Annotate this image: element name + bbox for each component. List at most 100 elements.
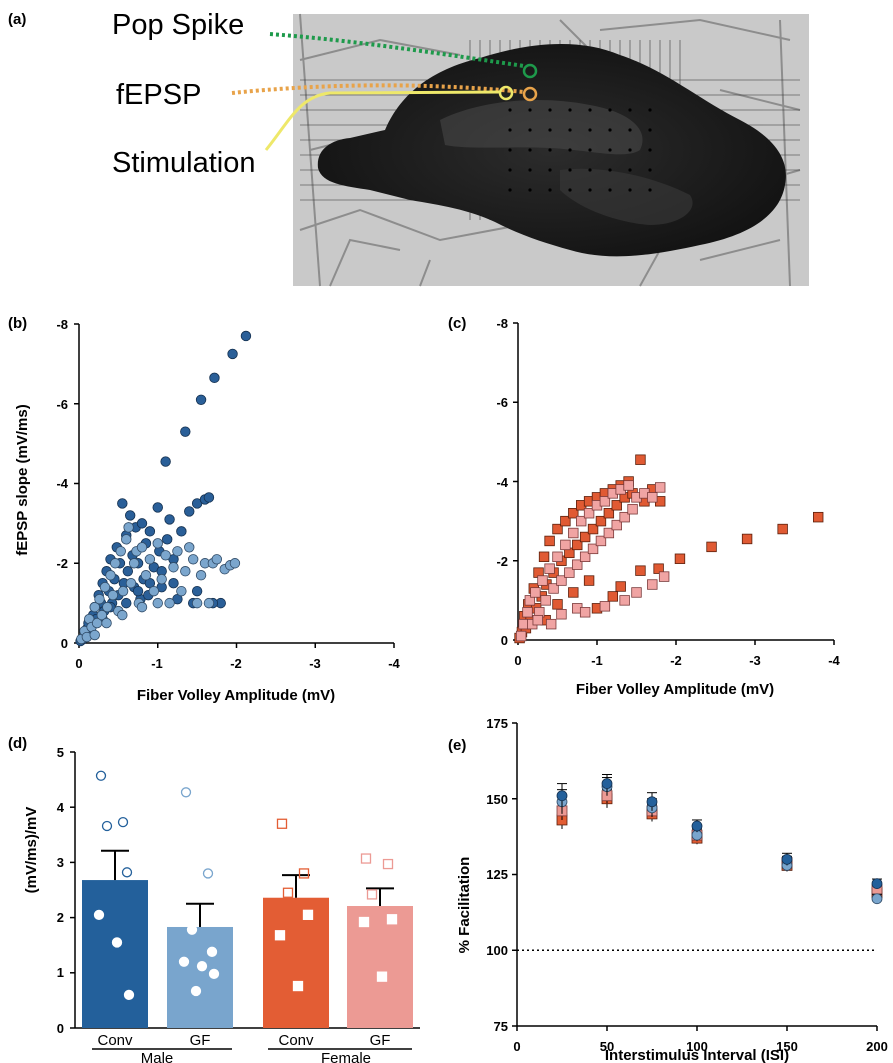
data-point: [117, 498, 128, 509]
data-point: [178, 956, 190, 967]
c-axes: [513, 322, 835, 645]
data-point: [89, 629, 100, 641]
b-x-tick: -4: [388, 656, 400, 671]
data-point: [208, 968, 220, 980]
bar: [82, 880, 148, 1028]
b-y-axis-label: fEPSP slope (mV/ms): [14, 404, 31, 555]
data-point: [110, 558, 121, 569]
data-point: [136, 518, 148, 529]
e-x-tick: 0: [513, 1039, 520, 1054]
data-point: [601, 778, 613, 789]
data-point: [568, 507, 579, 519]
data-point: [196, 961, 208, 972]
e-x-tick: 100: [686, 1039, 708, 1054]
b-x-axis-label: Fiber Volley Amplitude (mV): [137, 687, 335, 704]
b-x-tick: -1: [151, 656, 163, 671]
data-point: [538, 551, 550, 562]
data-point: [227, 348, 238, 360]
data-point: [603, 527, 615, 539]
data-point: [540, 595, 551, 606]
data-point: [646, 796, 658, 808]
data-point: [647, 579, 658, 590]
bar: [263, 897, 329, 1028]
c-data-points: [514, 454, 824, 644]
label-stimulation: Stimulation: [112, 147, 255, 179]
data-point: [125, 577, 137, 589]
data-point: [871, 878, 883, 889]
data-point: [292, 980, 304, 992]
data-point: [599, 601, 611, 612]
data-point: [136, 542, 148, 553]
c-y-ticks: 0 -2 -4 -6 -8: [496, 316, 508, 648]
data-point: [691, 820, 703, 832]
data-point: [180, 787, 192, 798]
d-y-tick: 1: [57, 965, 64, 980]
data-point: [128, 558, 140, 569]
data-point: [706, 541, 717, 553]
data-point: [871, 893, 883, 905]
data-point: [655, 482, 666, 493]
data-point: [160, 550, 171, 561]
data-point: [274, 930, 286, 941]
data-point: [195, 570, 207, 581]
data-point: [741, 533, 753, 545]
d-category-label: Conv: [278, 1032, 314, 1049]
data-point: [635, 454, 646, 465]
data-point: [544, 563, 555, 574]
panel-label-b: (b): [8, 315, 27, 332]
data-point: [184, 542, 195, 553]
data-point: [572, 559, 583, 570]
d-category-label: GF: [370, 1032, 391, 1049]
label-fepsp: fEPSP: [116, 79, 201, 111]
e-x-tick: 50: [600, 1039, 614, 1054]
data-point: [532, 614, 543, 626]
data-point: [148, 585, 160, 597]
data-point: [93, 909, 105, 920]
b-y-tick: -8: [56, 317, 68, 332]
label-pop-spike: Pop Spike: [112, 9, 244, 41]
d-y-tick: 3: [57, 855, 64, 870]
e-y-tick: 125: [486, 867, 508, 882]
d-y-tick: 4: [57, 800, 65, 815]
data-point: [587, 523, 599, 535]
data-point: [184, 506, 195, 517]
c-y-tick: -8: [496, 316, 508, 331]
data-point: [653, 563, 664, 574]
data-point: [583, 507, 595, 519]
data-point: [360, 853, 372, 864]
b-x-ticks: 0 -1 -2 -3 -4: [75, 656, 400, 671]
e-y-tick: 150: [486, 792, 508, 807]
data-point: [813, 511, 824, 523]
group-label-female: Female: [321, 1050, 371, 1063]
data-point: [164, 514, 175, 525]
e-y-ticks: 75 100 125 150 175: [486, 716, 508, 1034]
data-point: [123, 522, 134, 533]
data-point: [560, 515, 571, 527]
data-point: [611, 500, 622, 511]
data-point: [576, 515, 587, 527]
data-point: [117, 816, 129, 828]
data-point: [382, 858, 394, 870]
panel-label-e: (e): [448, 737, 466, 754]
data-point: [89, 601, 100, 613]
e-y-axis-label: % Facilitation: [456, 857, 473, 954]
data-point: [111, 937, 123, 948]
b-data-points: [75, 330, 252, 647]
c-x-tick: -4: [828, 653, 840, 668]
data-point: [195, 394, 207, 405]
data-point: [132, 585, 144, 597]
data-point: [105, 570, 116, 581]
data-point: [579, 607, 591, 618]
data-point: [156, 574, 167, 585]
data-point: [123, 989, 135, 1001]
pop-spike-electrode-marker: [522, 63, 538, 79]
b-x-tick: -3: [309, 656, 321, 671]
panel-label-a: (a): [8, 11, 26, 28]
data-point: [386, 914, 398, 925]
data-point: [587, 543, 599, 555]
data-point: [298, 868, 310, 879]
data-point: [583, 575, 595, 586]
data-point: [161, 534, 173, 545]
data-point: [117, 609, 128, 621]
pop-spike-lead-line: [269, 32, 525, 68]
